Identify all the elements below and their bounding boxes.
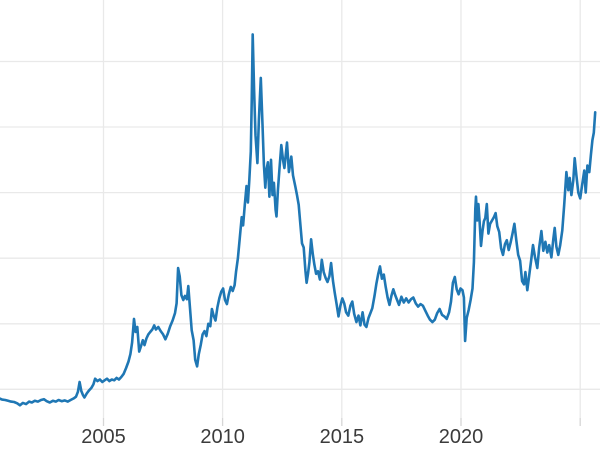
x-tick-label: 2015 [319, 426, 365, 448]
x-tick-label: 2020 [438, 426, 484, 448]
x-tick-label: 2010 [200, 426, 245, 448]
x-tick-label: 2005 [81, 426, 126, 448]
price-line [0, 33, 597, 407]
